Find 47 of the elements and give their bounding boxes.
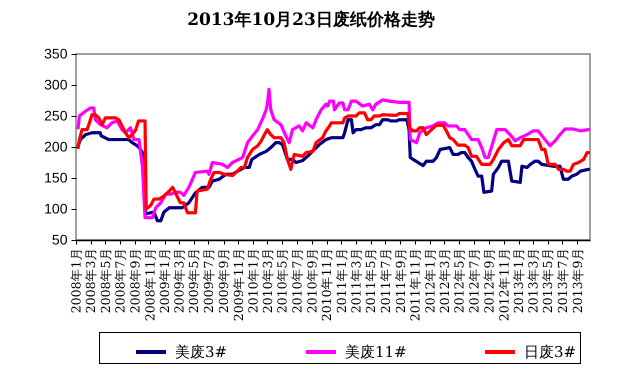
x-tick-label: 2008年7月	[112, 248, 128, 314]
x-tick-label: 2009年3月	[171, 248, 186, 314]
x-tick-label: 2008年1月	[68, 248, 84, 314]
x-tick-label: 2010年9月	[304, 248, 320, 314]
x-tick-label: 2010年11月	[319, 248, 334, 322]
x-tick-label: 2012年7月	[466, 248, 482, 314]
x-tick-label: 2013年1月	[511, 248, 526, 314]
y-tick-label: 300	[44, 76, 68, 92]
x-tick-label: 2010年5月	[274, 248, 290, 314]
x-tick-label: 2011年1月	[334, 248, 349, 314]
x-tick-label: 2010年7月	[289, 248, 304, 314]
x-tick-label: 2012年9月	[481, 248, 496, 314]
legend-label: 日废3#	[524, 343, 576, 361]
x-tick-label: 2008年3月	[83, 248, 98, 314]
x-tick-label: 2012年3月	[436, 248, 452, 314]
legend-label: 美废11#	[345, 343, 407, 361]
x-tick-label: 2013年9月	[570, 248, 585, 314]
x-tick-label: 2008年11月	[142, 248, 158, 322]
x-tick-label: 2013年3月	[525, 248, 540, 314]
x-tick-label: 2009年1月	[157, 248, 172, 314]
x-tick-label: 2012年1月	[422, 248, 438, 314]
x-tick-label: 2008年9月	[128, 248, 143, 314]
x-tick-label: 2009年7月	[200, 248, 216, 314]
legend-label: 美废3#	[175, 343, 228, 361]
x-tick-label: 2013年5月	[540, 248, 556, 314]
x-tick-label: 2011年11月	[408, 248, 423, 322]
chart-title: 2013年10月23日废纸价格走势	[187, 10, 435, 30]
y-tick-label: 350	[44, 46, 68, 62]
x-tick-label: 2011年5月	[363, 248, 378, 314]
x-tick-label: 2009年5月	[186, 248, 202, 314]
x-tick-label: 2008年5月	[98, 248, 113, 314]
y-tick-label: 250	[44, 108, 68, 124]
line-series	[76, 88, 590, 220]
x-tick-label: 2011年3月	[348, 248, 364, 314]
y-tick-label: 100	[44, 200, 68, 216]
x-tick-label: 2011年7月	[378, 248, 393, 314]
x-tick-label: 2013年7月	[554, 248, 570, 314]
y-tick-label: 50	[52, 232, 68, 248]
x-tick-label: 2010年3月	[260, 248, 275, 314]
x-tick-label: 2009年9月	[216, 248, 232, 314]
x-tick-label: 2012年5月	[452, 248, 467, 314]
x-tick-label: 2010年1月	[246, 248, 261, 314]
y-tick-label: 150	[44, 170, 68, 186]
x-tick-label: 2011年9月	[392, 248, 408, 314]
x-tick-label: 2009年11月	[230, 248, 246, 322]
y-tick-label: 200	[44, 138, 68, 154]
x-tick-label: 2012年11月	[496, 248, 512, 322]
